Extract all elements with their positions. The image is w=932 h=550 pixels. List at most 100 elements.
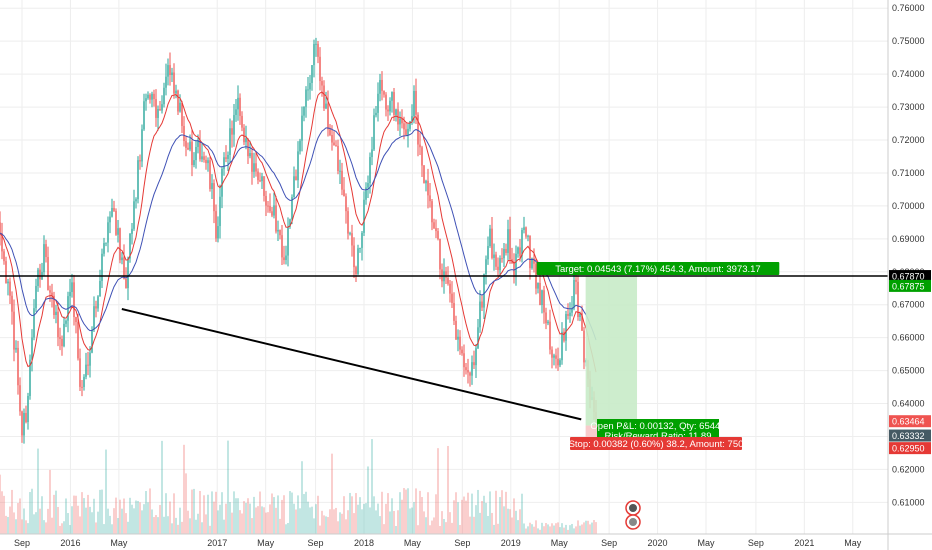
volume-bar: [357, 504, 359, 534]
volume-bar: [213, 501, 215, 534]
candle-body: [403, 123, 405, 130]
candle-body: [551, 349, 553, 358]
candle-body: [463, 353, 465, 368]
candle-body: [219, 196, 221, 227]
candle-body: [167, 65, 169, 77]
candle-body: [499, 258, 501, 271]
candle-body: [561, 331, 563, 361]
volume-bar: [365, 503, 367, 534]
candle-body: [87, 364, 89, 366]
candle-body: [337, 145, 339, 172]
volume-bar: [121, 508, 123, 534]
volume-bar: [165, 493, 167, 534]
candle-body: [295, 176, 297, 181]
volume-bar: [459, 524, 461, 534]
candle-body: [239, 97, 241, 116]
candle-body: [103, 243, 105, 254]
volume-bar: [271, 493, 273, 534]
volume-bar: [109, 515, 111, 534]
drawn-lines[interactable]: [0, 275, 888, 421]
candle-body: [23, 412, 25, 436]
volume-bar: [517, 520, 519, 534]
candle-body: [347, 211, 349, 234]
candle-body: [249, 153, 251, 157]
candle-body: [57, 311, 59, 338]
volume-bar: [141, 510, 143, 534]
candle-body: [221, 168, 223, 197]
volume-bar: [57, 506, 59, 534]
candle-body: [287, 226, 289, 256]
candle-body: [549, 321, 551, 350]
candle-body: [209, 160, 211, 189]
candle-body: [431, 201, 433, 223]
volume-bar: [505, 491, 507, 534]
volume-bar: [181, 521, 183, 534]
candle-body: [565, 314, 567, 341]
volume-bar: [487, 515, 489, 534]
volume-bar: [159, 504, 161, 534]
candle-body: [427, 180, 429, 196]
volume-bar: [41, 496, 43, 534]
volume-bar: [45, 522, 47, 534]
volume-bar: [243, 501, 245, 534]
volume-bar: [255, 507, 257, 534]
volume-bar: [293, 503, 295, 534]
volume-bar: [457, 502, 459, 534]
volume-bar: [429, 525, 431, 534]
candle-body: [437, 231, 439, 239]
volume-bar: [331, 453, 333, 534]
candle-body: [115, 210, 117, 235]
volume-bar: [447, 445, 449, 534]
candle-body: [37, 269, 39, 286]
candle-body: [45, 244, 47, 258]
volume-bar: [47, 508, 49, 534]
candle-body: [75, 317, 77, 323]
volume-bar: [185, 473, 187, 534]
volume-bar: [261, 506, 263, 534]
volume-bar: [87, 494, 89, 534]
candle-body: [245, 138, 247, 143]
volume-bar: [485, 502, 487, 534]
volume-bar: [425, 517, 427, 534]
volume-bar: [5, 515, 7, 534]
volume-bar: [303, 494, 305, 534]
x-tick-label: May: [844, 538, 862, 548]
position-zone[interactable]: [585, 275, 638, 439]
volume-bar: [229, 502, 231, 534]
price-tag-bg: [889, 279, 931, 292]
volume-bar: [319, 525, 321, 534]
event-icons[interactable]: [625, 500, 641, 530]
candle-body: [553, 355, 555, 358]
x-tick-label: 2020: [648, 538, 668, 548]
volume-bar: [23, 508, 25, 534]
volume-bar: [421, 497, 423, 534]
x-tick-label: Sep: [308, 538, 324, 548]
candle-body: [435, 228, 437, 232]
volume-bar: [527, 526, 529, 534]
candle-body: [135, 199, 137, 202]
volume-bar: [107, 508, 109, 534]
x-tick-label: 2018: [354, 538, 374, 548]
volume-bar: [49, 469, 51, 534]
volume-bar: [179, 507, 181, 534]
time-axis[interactable]: Sep 2016 May 2017 May Sep 2018 May Sep 2019 May Sep…: [0, 533, 932, 548]
volume-bar: [535, 520, 537, 534]
candle-body: [19, 385, 21, 412]
volume-bar: [439, 525, 441, 534]
volume-bar: [317, 495, 319, 534]
candle-body: [559, 360, 561, 366]
volume-bar: [145, 491, 147, 534]
volume-bar: [221, 492, 223, 534]
candle-body: [269, 205, 271, 212]
volume-bar: [371, 439, 373, 534]
volume-bar: [143, 504, 145, 534]
volume-bar: [435, 494, 437, 534]
candle-body: [65, 320, 67, 324]
candle-body: [471, 362, 473, 376]
volume-bar: [559, 527, 561, 534]
candle-body: [211, 183, 213, 189]
candle-body: [413, 90, 415, 117]
